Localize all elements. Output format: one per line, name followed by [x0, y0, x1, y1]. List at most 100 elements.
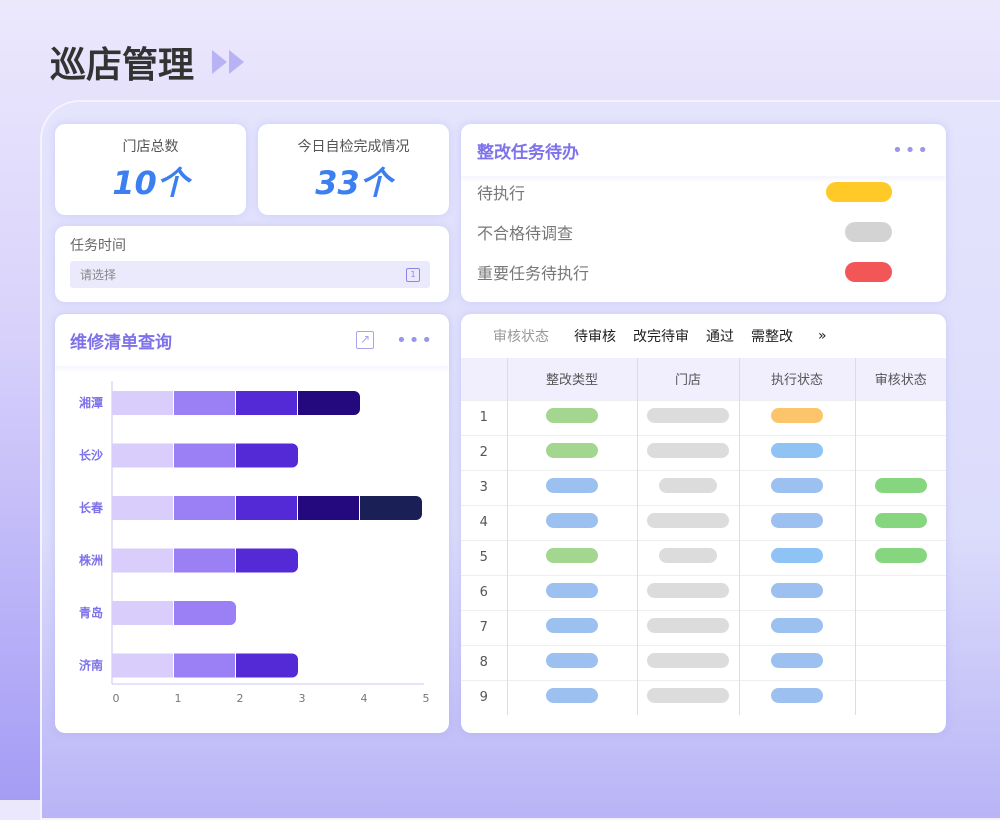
- table-row[interactable]: 4: [461, 504, 946, 540]
- category-label: 株洲: [79, 553, 103, 568]
- store-cell: [637, 434, 740, 470]
- audit-cell: [855, 434, 946, 470]
- exec-cell: [739, 574, 856, 610]
- status-pill: [771, 618, 823, 633]
- status-pill: [647, 443, 729, 458]
- date-placeholder: 请选择: [80, 268, 117, 282]
- row-number: 1: [461, 399, 508, 435]
- status-pill: [647, 408, 729, 423]
- status-pill: [546, 688, 598, 704]
- table-row[interactable]: 8: [461, 644, 946, 680]
- bar-segment: [174, 548, 235, 573]
- bar-segment: [112, 548, 173, 573]
- status-pill: [647, 653, 729, 668]
- bar-segment: [236, 496, 297, 520]
- status-pill: [771, 478, 823, 493]
- row-number: 8: [461, 644, 508, 680]
- status-pill: [771, 548, 823, 563]
- column-header: 门店: [637, 358, 740, 400]
- status-pill: [874, 513, 927, 528]
- store-cell: [637, 574, 740, 610]
- table-row[interactable]: 6: [461, 574, 946, 610]
- exec-cell: [739, 539, 856, 575]
- more-icon[interactable]: •••: [396, 329, 434, 351]
- x-tick-label: 4: [361, 692, 368, 705]
- bar-segment: [174, 391, 235, 415]
- store-cell: [637, 679, 740, 715]
- column-header: [461, 358, 508, 400]
- table-row[interactable]: 3: [461, 469, 946, 505]
- status-pill: [647, 618, 729, 633]
- type-cell: [507, 679, 638, 715]
- status-pill: [546, 548, 598, 563]
- repair-title: 维修清单查询: [70, 332, 172, 353]
- task-time-card: 任务时间 请选择 1: [55, 226, 449, 302]
- table-row[interactable]: 2: [461, 434, 946, 470]
- row-number: 2: [461, 434, 508, 470]
- type-cell: [507, 399, 638, 435]
- page-title: 巡店管理: [50, 45, 195, 86]
- table-row[interactable]: 7: [461, 609, 946, 645]
- type-cell: [507, 504, 638, 540]
- todo-item-label: 不合格待调查: [477, 224, 574, 243]
- status-pill: [647, 513, 729, 528]
- double-arrow-icon: [212, 42, 246, 83]
- status-pill: [546, 618, 598, 633]
- status-pill: [546, 443, 598, 458]
- bar-segment: [298, 391, 360, 415]
- type-cell: [507, 469, 638, 505]
- status-pill: [826, 182, 892, 202]
- filter-tab[interactable]: 需整改: [751, 329, 793, 345]
- bar-segment: [112, 601, 173, 625]
- status-pill: [546, 478, 598, 493]
- calendar-icon: 1: [406, 267, 420, 282]
- table-row[interactable]: 5: [461, 539, 946, 575]
- status-pill: [771, 583, 823, 598]
- bar-segment: [174, 496, 235, 520]
- bar-segment: [236, 391, 297, 415]
- stat-value: 10个: [112, 164, 189, 202]
- todo-item[interactable]: 重要任务待执行: [477, 260, 892, 284]
- more-filters-button[interactable]: »: [818, 328, 827, 344]
- exec-cell: [739, 434, 856, 470]
- more-icon[interactable]: •••: [892, 139, 930, 161]
- todo-item[interactable]: 待执行: [477, 180, 892, 204]
- row-number: 4: [461, 504, 508, 540]
- status-pill: [659, 548, 717, 563]
- x-tick-label: 2: [237, 692, 244, 705]
- status-pill: [845, 262, 892, 282]
- row-number: 7: [461, 609, 508, 645]
- export-icon[interactable]: ↗: [356, 331, 375, 349]
- filter-label: 审核状态: [493, 329, 549, 345]
- store-cell: [637, 399, 740, 435]
- filter-tab[interactable]: 待审核: [574, 329, 616, 345]
- exec-cell: [739, 469, 856, 505]
- todo-item-label: 重要任务待执行: [477, 264, 590, 283]
- status-pill: [771, 513, 823, 528]
- exec-cell: [739, 644, 856, 680]
- audit-cell: [855, 504, 946, 540]
- status-pill: [771, 443, 823, 458]
- table-row[interactable]: 9: [461, 679, 946, 715]
- status-pill: [874, 478, 927, 493]
- filter-tab[interactable]: 通过: [706, 329, 734, 345]
- status-pill: [546, 653, 598, 668]
- status-pill: [845, 222, 892, 242]
- repair-card: 维修清单查询 ↗ ••• 0 1 2 3 4 5 湘潭 长沙 长春 株洲 青岛 济南: [55, 314, 449, 733]
- todo-item[interactable]: 不合格待调查: [477, 220, 892, 244]
- category-label: 青岛: [79, 605, 103, 620]
- audit-cell: [855, 609, 946, 645]
- x-tick-label: 3: [299, 692, 306, 705]
- bar-segment: [112, 653, 173, 678]
- row-number: 3: [461, 469, 508, 505]
- filter-tab[interactable]: 改完待审: [633, 329, 689, 345]
- audit-cell: [855, 574, 946, 610]
- bar-segment: [236, 443, 298, 468]
- type-cell: [507, 434, 638, 470]
- date-picker[interactable]: 请选择 1: [70, 261, 430, 288]
- category-label: 济南: [79, 658, 103, 673]
- table-row[interactable]: 1: [461, 399, 946, 435]
